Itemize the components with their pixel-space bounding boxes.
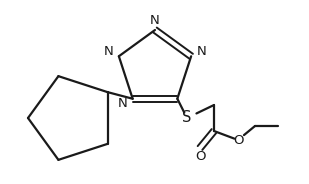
Text: N: N — [196, 45, 206, 58]
Text: O: O — [195, 151, 205, 164]
Text: S: S — [182, 111, 192, 125]
Text: O: O — [233, 134, 243, 146]
Text: N: N — [150, 13, 160, 26]
Text: N: N — [118, 97, 128, 110]
Text: N: N — [104, 45, 114, 58]
